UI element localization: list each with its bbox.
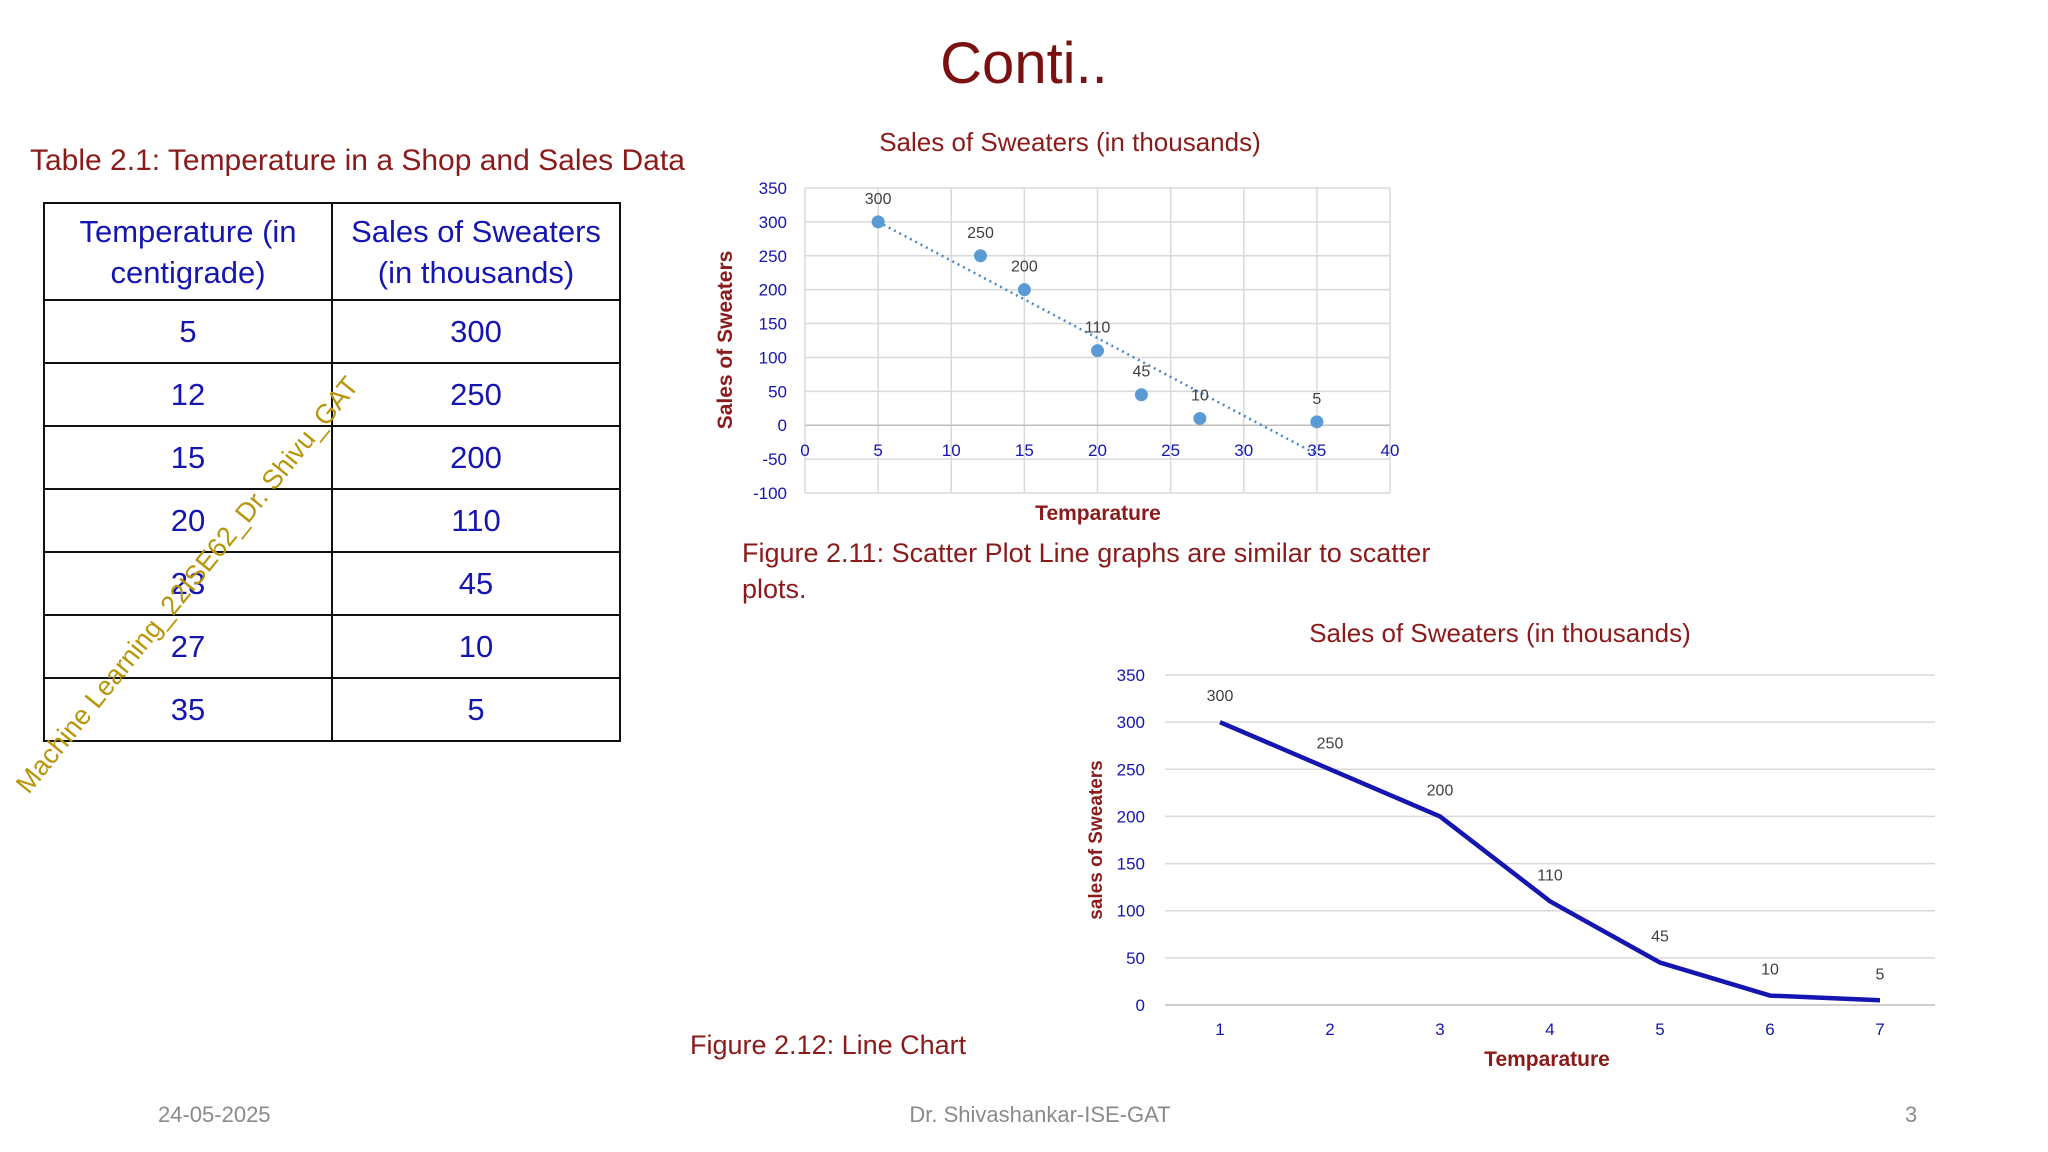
data-label: 110: [1085, 320, 1111, 337]
y-tick-label: 200: [1117, 807, 1145, 826]
y-tick-label: 300: [759, 213, 787, 232]
table-row: 15 200: [43, 425, 621, 490]
cell-sales: 10: [331, 614, 621, 679]
table-header-row: Temperature (in centigrade) Sales of Swe…: [43, 202, 621, 301]
data-label: 300: [1207, 688, 1234, 705]
cell-sales: 110: [331, 488, 621, 553]
cell-temperature: 20: [43, 488, 333, 553]
x-tick-label: 35: [1307, 441, 1326, 460]
data-label: 250: [967, 225, 994, 242]
x-tick-label: 5: [873, 441, 882, 460]
scatter-chart: Sales of Sweaters (in thousands) -100 -50 0…: [714, 127, 1400, 525]
cell-temperature: 15: [43, 425, 333, 490]
x-tick-label: 40: [1381, 441, 1400, 460]
cell-temperature: 5: [43, 299, 333, 364]
scatter-point: [1091, 344, 1104, 358]
cell-sales: 250: [331, 362, 621, 427]
cell-sales: 5: [331, 677, 621, 742]
table-caption: Table 2.1: Temperature in a Shop and Sal…: [30, 144, 685, 177]
figure-1-caption: Figure 2.11: Scatter Plot Line graphs ar…: [742, 538, 1431, 604]
footer-date: 24-05-2025: [158, 1102, 271, 1127]
cell-temperature: 27: [43, 614, 333, 679]
data-label: 110: [1537, 867, 1563, 884]
data-label: 10: [1191, 387, 1209, 404]
x-axis-label: Temparature: [1035, 502, 1161, 525]
scatter-point: [1134, 388, 1148, 402]
header-temperature: Temperature (in centigrade): [43, 202, 333, 301]
data-label: 300: [865, 191, 892, 208]
table-row: 23 45: [43, 551, 621, 616]
y-tick-label: 50: [1126, 949, 1145, 968]
y-tick-label: 150: [759, 315, 787, 334]
y-tick-label: 100: [1117, 902, 1145, 921]
cell-temperature: 35: [43, 677, 333, 742]
y-tick-label: 350: [759, 179, 787, 198]
y-tick-label: -100: [753, 484, 787, 503]
data-label: 10: [1761, 962, 1779, 979]
y-tick-label: 200: [759, 281, 787, 300]
scatter-point: [974, 249, 987, 263]
x-tick-label: 1: [1215, 1020, 1224, 1039]
data-label: 250: [1317, 735, 1344, 752]
line-chart: Sales of Sweaters (in thousands)05010015…: [1086, 618, 1935, 1071]
x-tick-label: 7: [1875, 1020, 1884, 1039]
x-tick-label: 10: [942, 441, 961, 460]
chart-title: Sales of Sweaters (in thousands): [1309, 618, 1691, 648]
series-line: [1219, 720, 1881, 1003]
y-axis-label: Sales of Sweaters: [714, 251, 737, 430]
x-tick-label: 0: [800, 441, 809, 460]
x-tick-label: 6: [1765, 1020, 1774, 1039]
scatter-point: [1017, 283, 1031, 297]
scatter-point: [871, 215, 885, 229]
slide-title: Conti..: [940, 31, 1108, 96]
y-tick-label: 250: [1117, 760, 1145, 779]
x-tick-label: 4: [1545, 1020, 1554, 1039]
table-row: 5 300: [43, 299, 621, 364]
x-tick-label: 30: [1234, 441, 1253, 460]
y-tick-label: 100: [759, 348, 787, 367]
y-tick-label: 350: [1117, 666, 1145, 685]
y-axis-label: sales of Sweaters: [1086, 760, 1107, 919]
x-tick-label: 20: [1088, 441, 1107, 460]
table-row: 27 10: [43, 614, 621, 679]
data-label: 45: [1651, 929, 1669, 946]
x-axis-label: Temparature: [1484, 1048, 1610, 1071]
x-tick-label: 5: [1655, 1020, 1664, 1039]
footer-author: Dr. Shivashankar-ISE-GAT: [909, 1102, 1171, 1127]
x-tick-label: 25: [1161, 441, 1180, 460]
scatter-point: [1310, 415, 1324, 429]
scatter-point: [1193, 411, 1207, 425]
x-tick-label: 15: [1015, 441, 1034, 460]
data-label: 200: [1011, 259, 1038, 276]
cell-sales: 300: [331, 299, 621, 364]
table-row: 20 110: [43, 488, 621, 553]
y-tick-label: -50: [762, 450, 787, 469]
data-label: 45: [1132, 364, 1150, 381]
y-tick-label: 50: [768, 382, 787, 401]
cell-sales: 200: [331, 425, 621, 490]
table-row: 12 250: [43, 362, 621, 427]
header-sales: Sales of Sweaters (in thousands): [331, 202, 621, 301]
chart-title: Sales of Sweaters (in thousands): [879, 127, 1261, 157]
footer-page-number: 3: [1905, 1102, 1918, 1127]
x-tick-label: 3: [1435, 1020, 1444, 1039]
data-table: Temperature (in centigrade) Sales of Swe…: [43, 202, 621, 742]
y-tick-label: 0: [778, 416, 787, 435]
data-label: 200: [1427, 782, 1454, 799]
y-tick-label: 0: [1136, 996, 1145, 1015]
y-tick-label: 300: [1117, 713, 1145, 732]
y-tick-label: 250: [759, 247, 787, 266]
cell-temperature: 12: [43, 362, 333, 427]
data-label: 5: [1312, 391, 1321, 408]
cell-temperature: 23: [43, 551, 333, 616]
x-tick-label: 2: [1325, 1020, 1334, 1039]
table-row: 35 5: [43, 677, 621, 742]
cell-sales: 45: [331, 551, 621, 616]
figure-2-caption: Figure 2.12: Line Chart: [690, 1030, 967, 1060]
y-tick-label: 150: [1117, 855, 1145, 874]
data-label: 5: [1876, 966, 1885, 983]
